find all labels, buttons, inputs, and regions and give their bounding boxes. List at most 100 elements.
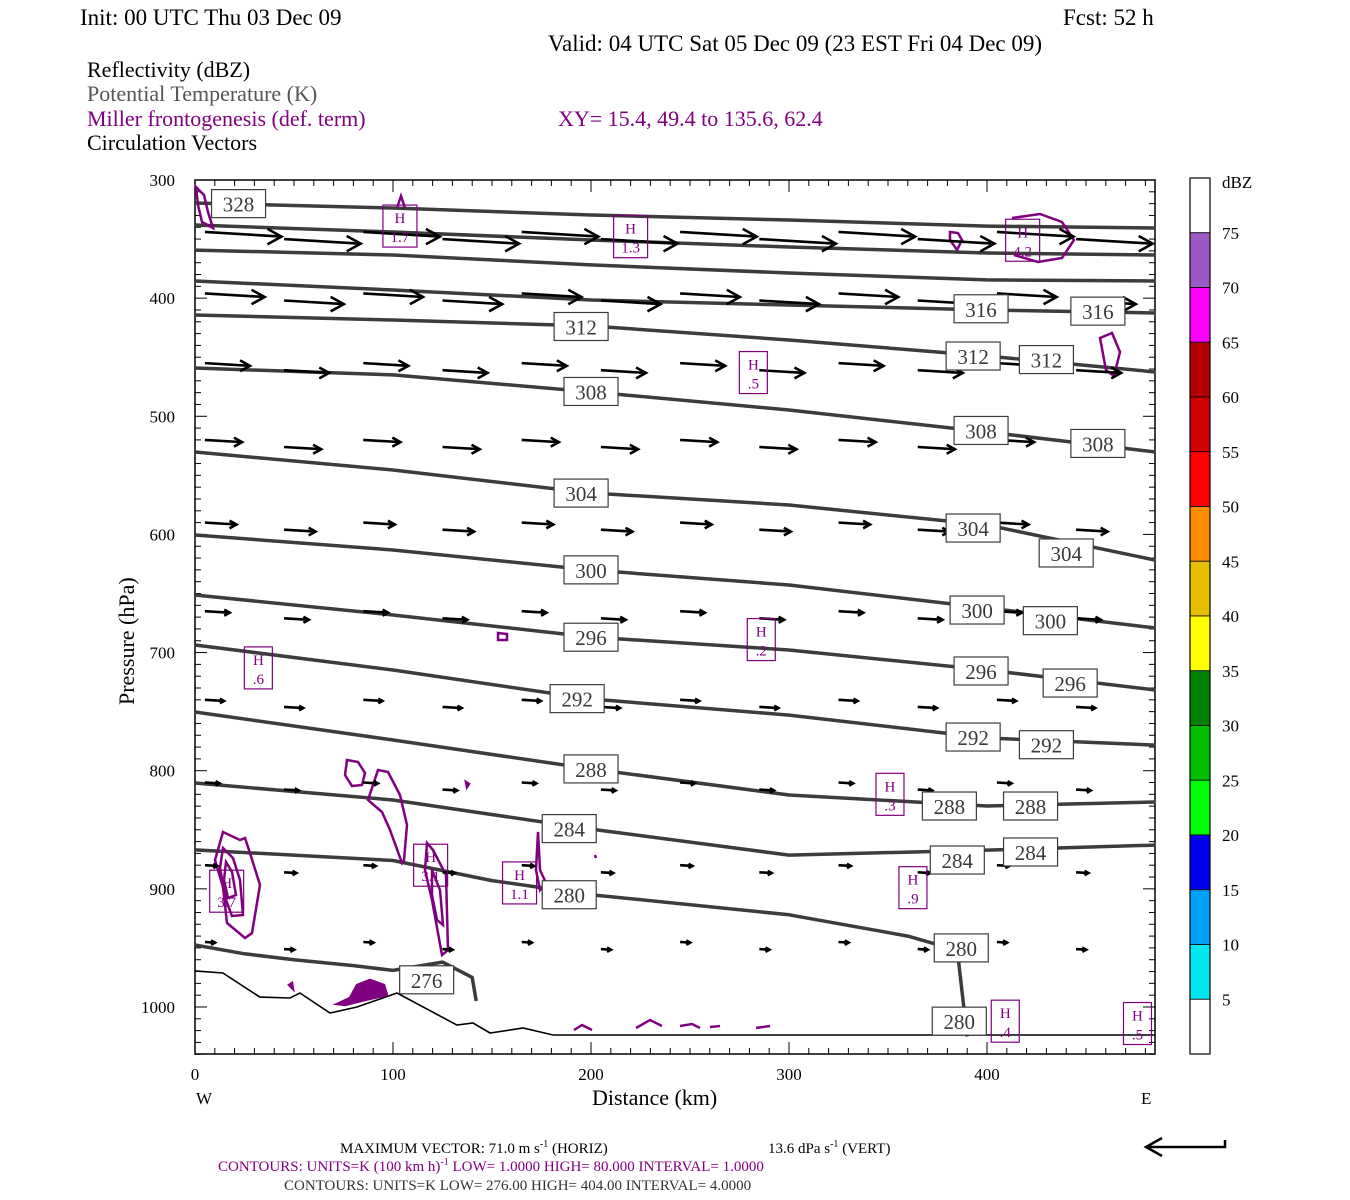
vector-shaft (442, 528, 475, 533)
vector-shaft (838, 698, 858, 703)
west-label: W (196, 1089, 213, 1108)
vector-arrow (284, 787, 302, 794)
colorbar-label: 25 (1222, 771, 1239, 790)
vector-head (346, 234, 364, 253)
isentrope-label-text: 304 (565, 482, 597, 506)
vector-arrow (284, 526, 319, 537)
vector-shaft (442, 368, 488, 375)
isentrope-label-text: 328 (223, 193, 255, 217)
isentrope-label-box (933, 933, 989, 963)
vector-head (884, 288, 901, 306)
colorbar-label: 65 (1222, 333, 1239, 352)
isentrope-324 (194, 223, 1156, 257)
vector-shaft (521, 521, 554, 526)
vector-head (567, 288, 585, 306)
colorbar-label: 50 (1222, 498, 1239, 517)
isentrope-label: 300 (1022, 606, 1078, 636)
colorbar-title: dBZ (1222, 173, 1252, 192)
vector-shaft (680, 609, 705, 614)
vector-head (488, 295, 505, 313)
vector-head (1122, 295, 1139, 313)
vector-shaft (680, 521, 712, 526)
vector-shaft (204, 521, 237, 526)
isentrope-label: 304 (945, 513, 1001, 543)
colorbar-cell (1189, 998, 1211, 1055)
vector-arrow (442, 443, 483, 455)
frontogenesis-max: H .6 (243, 646, 273, 690)
colorbar-label: 30 (1222, 717, 1239, 736)
isentrope-label-text: 300 (575, 559, 607, 583)
vector-shaft (917, 705, 937, 710)
valid-time: Valid: 04 UTC Sat 05 Dec 09 (23 EST Fri … (548, 31, 1042, 56)
vector-head (624, 526, 636, 537)
reference-vector-arrow (1143, 1136, 1227, 1158)
vector-arrow (996, 288, 1060, 306)
vector-arrow (1076, 787, 1094, 794)
frontogenesis-maxima: H1.7H1.3H4.2H.5H.6H.2H.3H3.7H3.1 H1.1H.9H… (209, 204, 1153, 1046)
x-tick-label: 100 (380, 1065, 406, 1084)
x-tick-labels: 0 100 200 300 400 (191, 1065, 1000, 1084)
vector-arrow (838, 780, 856, 787)
isentrope-label: 288 (1002, 791, 1059, 821)
vector-arrow (838, 939, 852, 946)
vector-arrow (1076, 869, 1092, 877)
vector-arrow (680, 939, 693, 946)
fg-contour (366, 768, 409, 866)
fg-contour (213, 830, 262, 940)
vector-head (409, 288, 426, 306)
vector-arrow (1076, 946, 1089, 954)
isentrope-label-box (921, 791, 977, 821)
isentrope-label-text: 292 (957, 726, 989, 750)
isentrope-label-text: 316 (965, 298, 997, 322)
isentrope-label-text: 284 (942, 849, 974, 873)
vector-head (377, 697, 386, 705)
frontogenesis-contour-info: CONTOURS: UNITS=K (100 km h)-1 LOW= 1.00… (218, 1157, 764, 1175)
vector-head (685, 939, 693, 946)
vector-head (793, 366, 808, 380)
vector-shaft (759, 705, 779, 710)
vector-arrow (442, 787, 460, 794)
isentrope-label-box (949, 595, 1005, 625)
field-reflectivity: Reflectivity (dBZ) (87, 57, 250, 82)
frontogenesis-max-value: .5 (748, 377, 759, 393)
vector-head (1138, 234, 1156, 253)
frontogenesis-max-value: .5 (1132, 1028, 1143, 1044)
vector-arrow (600, 869, 616, 877)
field-theta: Potential Temperature (K) (87, 81, 317, 106)
vector-head (1058, 227, 1077, 246)
circulation-vectors (204, 227, 1156, 954)
vector-head (1110, 366, 1124, 380)
isentrope-312 (194, 313, 1156, 374)
vector-head (866, 436, 879, 448)
vector-arrow (363, 697, 386, 705)
frontogenesis-max: H .2 (746, 617, 776, 662)
forecast-hour: Fcst: 52 h (1063, 5, 1154, 30)
isentrope-label-box (399, 965, 455, 995)
isentrope-label-box (1002, 791, 1059, 821)
vector-head (1002, 939, 1010, 946)
vector-arrow (759, 443, 800, 455)
isentrope-label: 312 (945, 341, 1001, 371)
colorbar-frame (1189, 177, 1211, 1055)
frontogenesis-max-h: H (253, 653, 264, 669)
vector-arrow (521, 697, 544, 705)
vector-head (318, 366, 332, 380)
frontogenesis-max: H 4.2 (1005, 218, 1041, 262)
vector-shaft (680, 292, 740, 299)
isentrope-label-box (1042, 668, 1098, 698)
vector-shaft (680, 230, 757, 238)
vector-shaft (600, 528, 633, 533)
vector-head (536, 697, 544, 705)
isentrope-label: 284 (1002, 837, 1059, 867)
vector-head (1006, 780, 1015, 787)
colorbar-label: 15 (1222, 881, 1239, 900)
vector-shaft (759, 445, 797, 451)
vector-head (504, 234, 522, 253)
vector-shaft (442, 445, 480, 451)
vector-head (223, 608, 233, 617)
fg-contour (395, 192, 407, 209)
vector-head (382, 608, 391, 617)
isentrope-label-text: 296 (1054, 672, 1086, 696)
isentrope-label-text: 296 (965, 660, 997, 684)
